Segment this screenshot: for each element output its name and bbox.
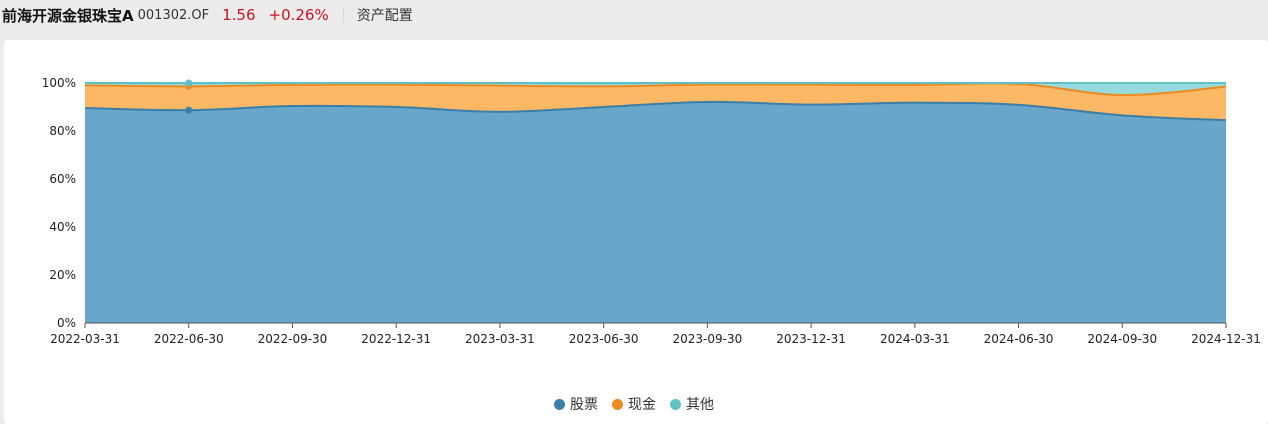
legend-marker (670, 398, 681, 410)
legend-item-cash[interactable]: 现金 (612, 394, 656, 414)
x-tick-label: 2024-12-31 (1191, 332, 1261, 346)
x-tick-label: 2024-03-31 (880, 332, 950, 346)
hover-marker-other (185, 79, 193, 87)
x-tick-label: 2022-03-31 (50, 332, 120, 346)
fund-price: 1.56 (222, 6, 256, 24)
hover-marker-stock (185, 106, 193, 114)
series-line-cash (84, 82, 1227, 97)
x-tick-label: 2022-06-30 (154, 332, 224, 346)
fund-name: 前海开源金银珠宝A (2, 6, 134, 25)
series-line-stock (84, 100, 1227, 122)
asset-allocation-tab[interactable]: 资产配置 (356, 8, 413, 24)
price-change: +0.26% (268, 6, 329, 24)
chart-legend: 股票 现金 其他 (0, 394, 1268, 414)
legend-item-other[interactable]: 其他 (670, 394, 714, 414)
series-area-cash (85, 83, 1226, 121)
legend-label: 现金 (628, 397, 656, 413)
legend-marker (554, 398, 565, 410)
x-tick-label: 2023-06-30 (569, 332, 639, 346)
fund-header: 前海开源金银珠宝A 001302.OF 1.56 +0.26% 资产配置 (0, 0, 1268, 30)
legend-marker (612, 398, 623, 410)
header-divider (342, 7, 344, 23)
x-tick-label: 2022-09-30 (258, 332, 328, 346)
legend-label: 股票 (570, 397, 598, 413)
y-tick-label: 100% (42, 76, 76, 90)
y-tick-label: 0% (57, 316, 76, 330)
x-tick-label: 2022-12-31 (361, 332, 431, 346)
x-tick-label: 2023-03-31 (465, 332, 535, 346)
x-tick-label: 2023-12-31 (776, 332, 846, 346)
fund-code: 001302.OF (137, 7, 210, 23)
x-tick-label: 2024-09-30 (1087, 332, 1157, 346)
y-tick-label: 60% (49, 172, 76, 186)
y-tick-label: 80% (49, 124, 76, 138)
legend-label: 其他 (686, 397, 714, 413)
y-tick-label: 20% (49, 268, 76, 282)
legend-item-stock[interactable]: 股票 (554, 394, 598, 414)
x-tick-label: 2023-09-30 (672, 332, 742, 346)
series-area-stock (85, 101, 1226, 323)
x-tick-label: 2024-06-30 (984, 332, 1054, 346)
y-tick-label: 40% (49, 220, 76, 234)
